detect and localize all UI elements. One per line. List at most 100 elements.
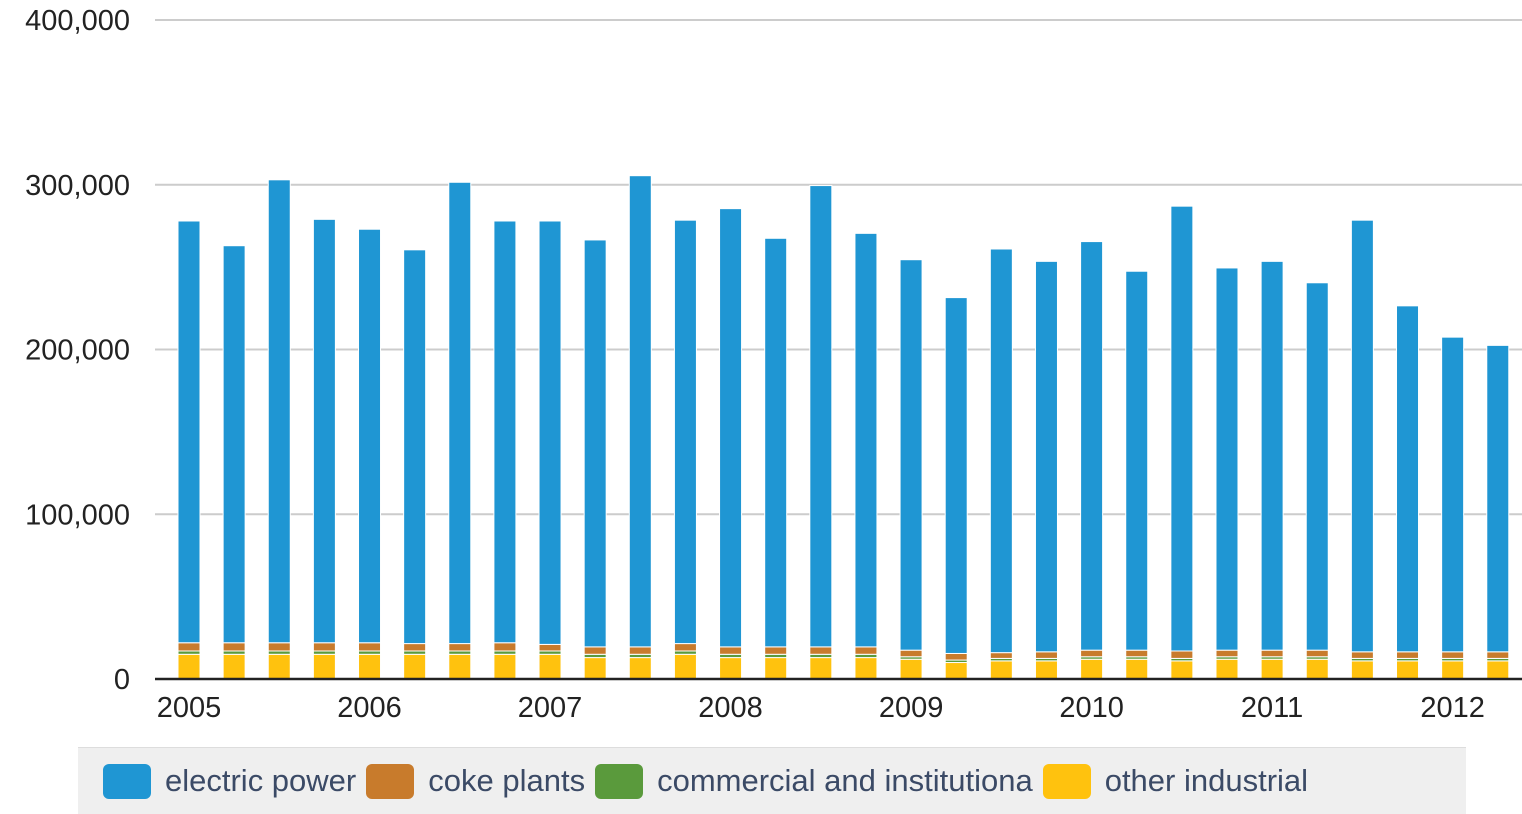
bar-segment-other-industrial[interactable]	[312, 653, 336, 680]
bar-segment-coke-plants[interactable]	[222, 642, 246, 652]
bar-segment-electric-power[interactable]	[1125, 270, 1149, 651]
bar-segment-electric-power[interactable]	[358, 228, 382, 644]
bar-segment-other-industrial[interactable]	[583, 657, 607, 680]
bar-segment-coke-plants[interactable]	[1486, 651, 1510, 659]
bar-segment-electric-power[interactable]	[719, 208, 743, 648]
bar-segment-electric-power[interactable]	[177, 220, 201, 644]
bar-segment-coke-plants[interactable]	[1080, 649, 1104, 658]
bar-segment-electric-power[interactable]	[673, 219, 697, 645]
bar-segment-coke-plants[interactable]	[944, 652, 968, 661]
bar-segment-other-industrial[interactable]	[1034, 660, 1058, 680]
bar-segment-electric-power[interactable]	[809, 185, 833, 648]
bar-segment-coke-plants[interactable]	[1350, 651, 1374, 659]
bar-segment-electric-power[interactable]	[312, 218, 336, 644]
bar-segment-electric-power[interactable]	[583, 239, 607, 648]
bar-segment-electric-power[interactable]	[222, 245, 246, 644]
bar-segment-other-industrial[interactable]	[1486, 660, 1510, 680]
bar-segment-electric-power[interactable]	[403, 249, 427, 645]
bar-segment-electric-power[interactable]	[899, 259, 923, 651]
bar-segment-coke-plants[interactable]	[358, 642, 382, 652]
bar-segment-electric-power[interactable]	[1350, 219, 1374, 653]
bar-segment-coke-plants[interactable]	[538, 643, 562, 652]
bar-segment-coke-plants[interactable]	[493, 642, 517, 652]
bar-segment-other-industrial[interactable]	[493, 653, 517, 680]
bar-segment-coke-plants[interactable]	[809, 646, 833, 655]
bar-segment-other-industrial[interactable]	[177, 653, 201, 680]
bar-segment-coke-plants[interactable]	[312, 642, 336, 652]
x-tick-label: 2012	[1420, 692, 1485, 724]
bar-segment-other-industrial[interactable]	[899, 658, 923, 680]
bar-segment-other-industrial[interactable]	[989, 660, 1013, 680]
bar-segment-electric-power[interactable]	[854, 232, 878, 648]
bar-segment-other-industrial[interactable]	[1260, 658, 1284, 680]
bar-segment-other-industrial[interactable]	[1080, 658, 1104, 680]
bar-segment-coke-plants[interactable]	[628, 646, 652, 655]
legend-item-commercial-and-institutional[interactable]: commercial and institutiona	[595, 763, 1033, 799]
bar-segment-coke-plants[interactable]	[448, 643, 472, 652]
bar-segment-electric-power[interactable]	[1034, 260, 1058, 653]
bar-segment-coke-plants[interactable]	[1305, 649, 1329, 658]
bar-segment-coke-plants[interactable]	[989, 652, 1013, 659]
bar-segment-electric-power[interactable]	[1260, 260, 1284, 651]
legend-swatch-commercial-and-institutional	[595, 763, 644, 799]
bar-segment-coke-plants[interactable]	[1125, 649, 1149, 658]
bar-segment-other-industrial[interactable]	[448, 653, 472, 680]
bar-segment-coke-plants[interactable]	[1260, 649, 1284, 658]
legend-item-coke-plants[interactable]: coke plants	[366, 763, 585, 799]
bar-segment-coke-plants[interactable]	[583, 646, 607, 655]
bar-segment-electric-power[interactable]	[1215, 267, 1239, 651]
bar-segment-other-industrial[interactable]	[764, 657, 788, 680]
legend-item-other-industrial[interactable]: other industrial	[1042, 763, 1308, 799]
bar-segment-coke-plants[interactable]	[764, 646, 788, 655]
bar-segment-electric-power[interactable]	[538, 220, 562, 645]
bar-segment-coke-plants[interactable]	[673, 643, 697, 652]
bar-segment-electric-power[interactable]	[1441, 336, 1465, 653]
bar-segment-coke-plants[interactable]	[1215, 649, 1239, 658]
bar-segment-coke-plants[interactable]	[177, 642, 201, 652]
bar-segment-other-industrial[interactable]	[1215, 658, 1239, 680]
bar-segment-electric-power[interactable]	[1170, 205, 1194, 652]
bar-segment-other-industrial[interactable]	[628, 657, 652, 680]
bar-segment-other-industrial[interactable]	[1396, 660, 1420, 680]
bar-segment-other-industrial[interactable]	[673, 653, 697, 680]
legend-item-electric-power[interactable]: electric power	[103, 763, 356, 799]
bar-segment-other-industrial[interactable]	[944, 662, 968, 680]
bar-segment-coke-plants[interactable]	[899, 649, 923, 658]
bar-segment-electric-power[interactable]	[493, 220, 517, 644]
bar-segment-electric-power[interactable]	[267, 179, 291, 644]
bar-segment-electric-power[interactable]	[1305, 282, 1329, 651]
legend-swatch-electric-power	[103, 763, 151, 799]
bar-segment-other-industrial[interactable]	[222, 653, 246, 680]
bar-segment-coke-plants[interactable]	[267, 642, 291, 652]
bar-segment-other-industrial[interactable]	[854, 657, 878, 680]
bar-segment-electric-power[interactable]	[628, 175, 652, 648]
bar-segment-coke-plants[interactable]	[1170, 650, 1194, 659]
bar-segment-electric-power[interactable]	[1396, 305, 1420, 653]
bar-segment-coke-plants[interactable]	[1396, 651, 1420, 659]
bar-segment-other-industrial[interactable]	[1125, 658, 1149, 680]
bar-segment-electric-power[interactable]	[1080, 241, 1104, 651]
x-tick-label: 2010	[1059, 692, 1124, 724]
bar-segment-other-industrial[interactable]	[267, 653, 291, 680]
bar-segment-other-industrial[interactable]	[1350, 660, 1374, 680]
bar-segment-coke-plants[interactable]	[854, 646, 878, 655]
bar-segment-other-industrial[interactable]	[1305, 658, 1329, 680]
y-axis-tick-labels: 0 100,000 200,000 300,000 400,000	[25, 5, 130, 696]
bar-segment-coke-plants[interactable]	[403, 643, 427, 652]
bar-segment-coke-plants[interactable]	[719, 646, 743, 655]
bar-segment-electric-power[interactable]	[448, 181, 472, 645]
bar-segment-electric-power[interactable]	[989, 248, 1013, 654]
bar-segment-electric-power[interactable]	[944, 297, 968, 654]
bar-segment-electric-power[interactable]	[764, 237, 788, 648]
bar-segment-coke-plants[interactable]	[1034, 651, 1058, 659]
bar-segment-electric-power[interactable]	[1486, 344, 1510, 653]
bar-segment-other-industrial[interactable]	[1441, 660, 1465, 680]
bar-segment-coke-plants[interactable]	[1441, 651, 1465, 659]
bar-segment-other-industrial[interactable]	[809, 657, 833, 680]
bar-segment-other-industrial[interactable]	[403, 653, 427, 680]
bar-segment-other-industrial[interactable]	[1170, 660, 1194, 680]
bar-segment-other-industrial[interactable]	[358, 653, 382, 680]
bar-segment-other-industrial[interactable]	[719, 657, 743, 680]
bar-segment-other-industrial[interactable]	[538, 653, 562, 680]
